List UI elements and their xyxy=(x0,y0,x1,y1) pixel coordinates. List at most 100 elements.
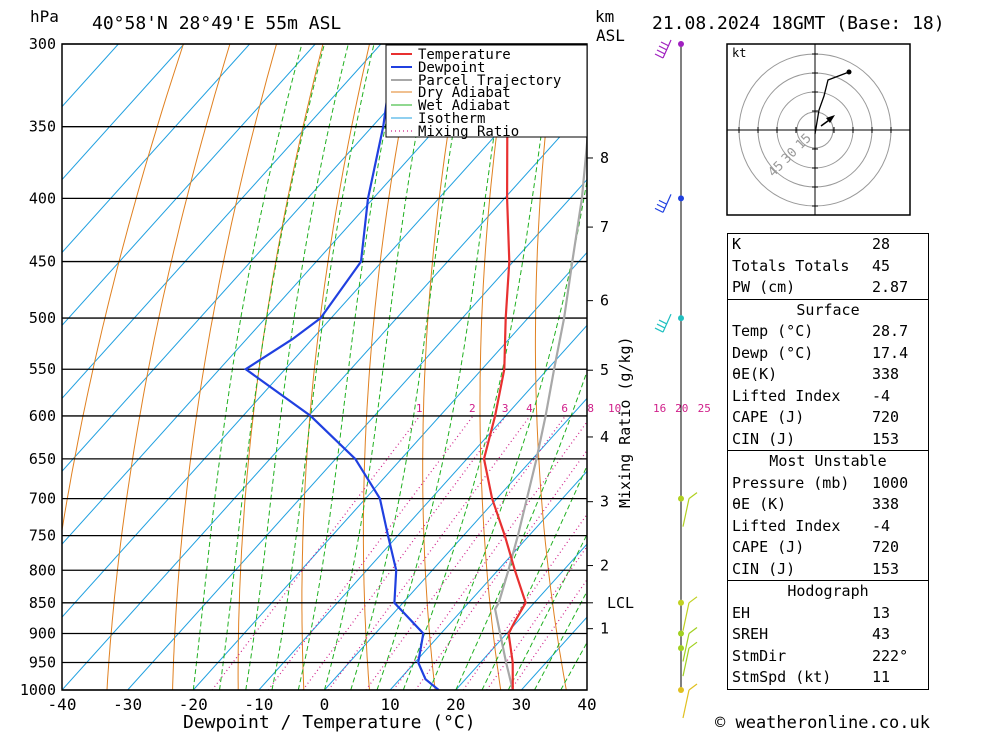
mixing-ratio-label: 10 xyxy=(608,402,621,415)
barb-flag xyxy=(688,626,698,634)
pressure-tick-label: 900 xyxy=(29,624,56,642)
index-value: 28.7 xyxy=(872,322,909,340)
hodograph-title: Hodograph xyxy=(787,582,869,600)
datetime-label: 21.08.2024 18GMT (Base: 18) xyxy=(652,13,945,34)
barb-staff xyxy=(662,194,672,213)
index-value: 153 xyxy=(872,559,900,578)
index-value: 17.4 xyxy=(872,343,909,362)
surface-section: Surface Temp (°C) 28.7 Dewp (°C) 17.4 θE(K… xyxy=(728,300,928,451)
km-tick-label: 5 xyxy=(600,361,609,379)
pressure-tick-label: 500 xyxy=(29,309,56,327)
wind-level-dot xyxy=(678,315,684,322)
pressure-tick-label: 550 xyxy=(29,360,56,378)
mixing-ratio-label: 2 xyxy=(469,402,476,415)
wind-barb xyxy=(682,683,698,719)
index-row: θE(K) 338 xyxy=(732,364,924,386)
wind-barb xyxy=(682,492,698,527)
index-label: CAPE (J) xyxy=(732,408,805,426)
pressure-tick-label: 850 xyxy=(29,594,56,612)
legend-mixing-ratio: Mixing Ratio xyxy=(418,124,519,140)
dry-adiabat-line xyxy=(362,44,417,690)
dewpoint-line xyxy=(243,44,440,690)
legend-dry-adiabat: Dry Adiabat xyxy=(418,85,511,101)
x-axis-title: Dewpoint / Temperature (°C) xyxy=(183,712,476,733)
index-value: 13 xyxy=(872,603,891,622)
isotherm-line xyxy=(62,44,579,618)
index-label: Totals Totals xyxy=(732,256,850,275)
index-row: PW (cm) 2.87 xyxy=(732,277,924,299)
isotherm-line xyxy=(62,44,382,400)
km-axis: 8 7 6 5 4 3 2 LCL 1 xyxy=(587,149,634,638)
isotherm-line xyxy=(455,543,587,690)
wind-level-dot xyxy=(678,41,684,47)
temperature-tick-label: 40 xyxy=(577,695,596,714)
wet-adiabat-line xyxy=(429,177,587,690)
pressure-tick-label: 700 xyxy=(29,490,56,508)
index-value: 153 xyxy=(872,429,900,448)
dry-adiabat-line xyxy=(641,44,698,690)
mixing-ratio-label: 16 xyxy=(653,402,666,415)
temperature-tick-label: -20 xyxy=(179,695,208,714)
barb-staff xyxy=(662,313,672,333)
isotherm-line xyxy=(324,397,587,690)
wind-level-dot xyxy=(678,195,684,202)
km-tick-label: 1 xyxy=(600,620,609,638)
isotherm-line xyxy=(127,178,587,690)
legend-dewpoint: Dewpoint xyxy=(418,60,485,76)
km-label: km xyxy=(595,7,614,26)
index-row: StmSpd (kt) 11 xyxy=(732,667,924,689)
lcl-label: LCL xyxy=(607,594,634,612)
temperature-tick-label: 30 xyxy=(512,695,531,714)
pressure-tick-label: 1000 xyxy=(20,681,56,699)
dry-adiabat-line xyxy=(928,44,1000,690)
index-label: StmSpd (kt) xyxy=(732,668,832,686)
mixing-ratio-line xyxy=(510,578,587,690)
wet-adiabat-line xyxy=(297,44,403,690)
mixing-ratio-line xyxy=(365,415,566,690)
index-label: Pressure (mb) xyxy=(732,473,850,492)
index-label: CAPE (J) xyxy=(732,538,805,556)
dry-adiabat-line xyxy=(106,44,231,690)
pressure-tick-label: 800 xyxy=(29,561,56,579)
temperature-tick-label: -30 xyxy=(113,695,142,714)
isotherm-line xyxy=(62,105,587,690)
isotherm-line xyxy=(258,324,587,690)
index-row: Dewp (°C) 17.4 xyxy=(732,343,924,365)
wind-barb xyxy=(682,626,698,662)
isotherm-line xyxy=(62,44,119,108)
indices-top: K 28 Totals Totals 45 PW (cm) 2.87 xyxy=(728,234,928,300)
km-tick-label: 7 xyxy=(600,218,609,236)
barb-flag xyxy=(656,203,666,209)
hodograph-end-dot xyxy=(846,69,852,75)
mixing-ratio-label: 20 xyxy=(675,402,688,415)
barb-flag xyxy=(658,45,668,51)
mixing-ratio-labels: 1 2 3 4 6 8 10 16 20 25 xyxy=(416,402,711,415)
pressure-tick-label: 300 xyxy=(29,35,56,53)
isotherm-line xyxy=(62,44,185,181)
legend-wet-adiabat: Wet Adiabat xyxy=(418,98,511,114)
index-label: CIN (J) xyxy=(732,559,796,578)
wind-barb xyxy=(654,39,672,59)
wet-adiabat-line xyxy=(245,44,349,690)
wet-adiabat-line xyxy=(402,44,555,690)
index-label: CIN (J) xyxy=(732,429,796,448)
index-row: Lifted Index -4 xyxy=(732,386,924,408)
wind-level-dot xyxy=(678,495,684,502)
barb-staff xyxy=(662,39,672,59)
mixing-ratio-label: 8 xyxy=(587,402,594,415)
barb-staff xyxy=(682,602,690,631)
wet-adiabat-line xyxy=(507,533,587,690)
most-unstable-section: Most Unstable Pressure (mb) 1000 θE (K) 33… xyxy=(728,451,928,581)
temperature-tick-label: -40 xyxy=(48,695,77,714)
mixing-ratio-label: 3 xyxy=(502,402,509,415)
index-row: Totals Totals 45 xyxy=(732,256,924,278)
index-row: K 28 xyxy=(732,234,924,256)
legend-isotherm: Isotherm xyxy=(418,111,485,127)
dry-adiabat-line xyxy=(422,44,464,690)
index-row: EH 13 xyxy=(732,603,924,625)
wind-barb xyxy=(654,313,672,333)
wet-adiabat-line xyxy=(350,44,469,690)
temperature-tick-label: -10 xyxy=(244,695,273,714)
